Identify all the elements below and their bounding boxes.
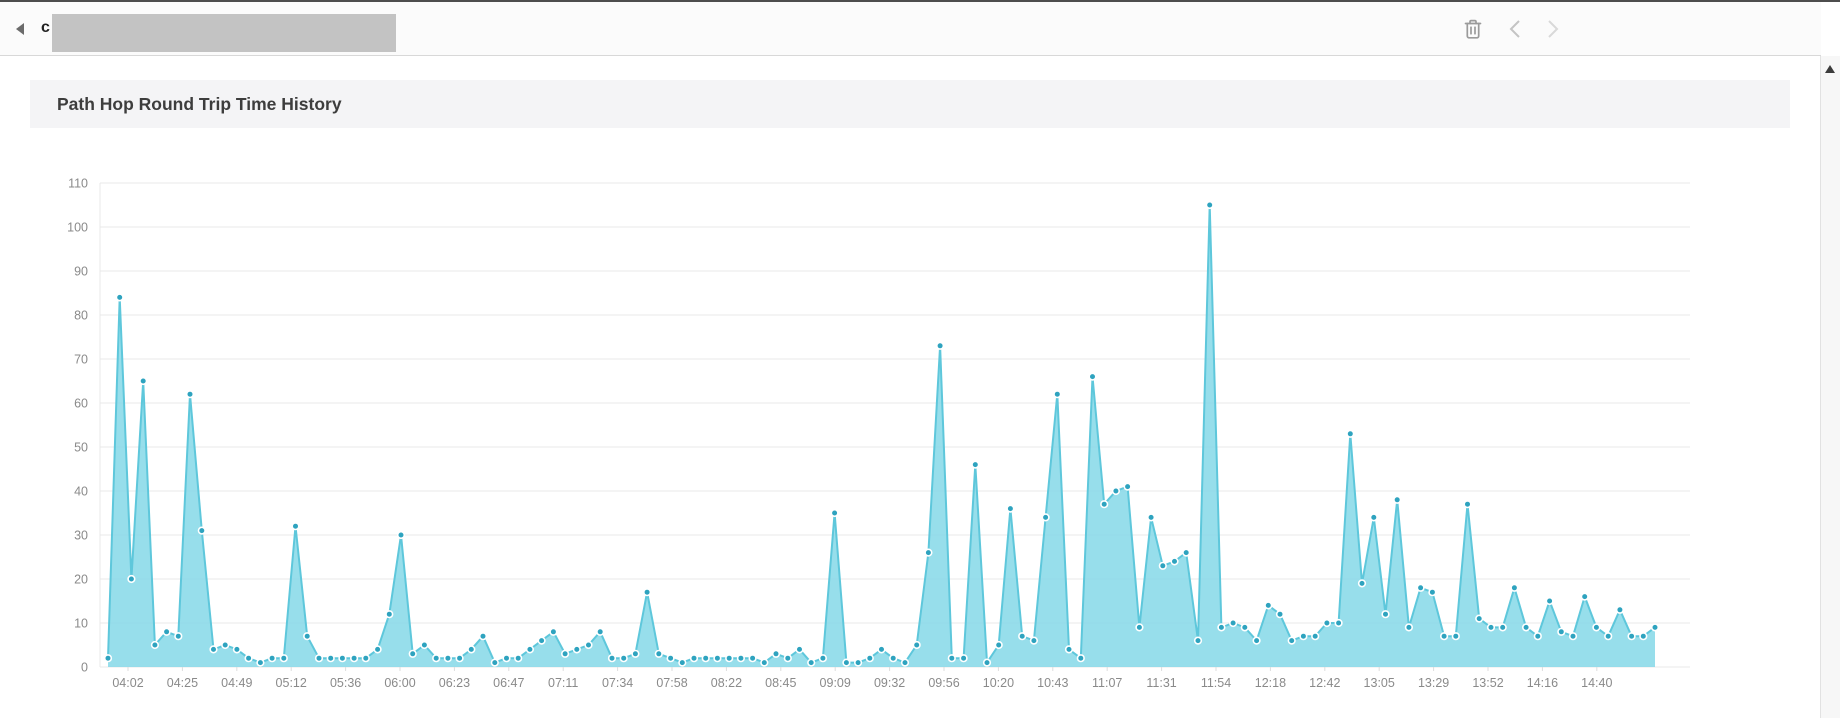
rtt-area-chart-svg: 0 10 20 30 40 50 60 70 80 90 100 110 04:02 04:25 04:49… (67, 177, 1690, 690)
svg-text:10:43: 10:43 (1037, 676, 1068, 690)
scroll-up-arrow-icon[interactable] (1825, 65, 1835, 73)
svg-text:09:56: 09:56 (928, 676, 959, 690)
chevron-right-icon (1548, 20, 1559, 38)
svg-text:40: 40 (74, 485, 88, 499)
svg-text:10:20: 10:20 (983, 676, 1014, 690)
svg-text:07:11: 07:11 (548, 676, 578, 690)
trash-icon (1464, 19, 1482, 39)
x-axis-labels: 04:02 04:25 04:49 05:12 05:36 06:00 06:23 06:47… (112, 667, 1612, 690)
point-markers (103, 200, 1660, 667)
svg-text:11:54: 11:54 (1201, 676, 1231, 690)
delete-button[interactable] (1459, 15, 1487, 43)
vertical-scrollbar[interactable] (1820, 56, 1840, 718)
svg-text:07:34: 07:34 (602, 676, 633, 690)
y-grid (99, 182, 1690, 668)
svg-text:09:32: 09:32 (874, 676, 905, 690)
svg-text:100: 100 (67, 221, 88, 235)
svg-text:06:47: 06:47 (493, 676, 524, 690)
svg-text:80: 80 (74, 309, 88, 323)
svg-text:05:36: 05:36 (330, 676, 361, 690)
svg-text:110: 110 (68, 177, 88, 191)
svg-text:0: 0 (81, 661, 88, 675)
svg-text:04:25: 04:25 (167, 676, 198, 690)
back-button[interactable] (14, 21, 30, 37)
area-series (108, 205, 1655, 667)
panel-header: Path Hop Round Trip Time History (30, 80, 1790, 128)
svg-text:10: 10 (74, 617, 88, 631)
svg-text:11:07: 11:07 (1092, 676, 1122, 690)
next-button[interactable] (1538, 15, 1566, 43)
svg-text:06:00: 06:00 (384, 676, 415, 690)
redacted-title-block (52, 14, 396, 52)
svg-text:13:05: 13:05 (1364, 676, 1395, 690)
svg-text:20: 20 (74, 573, 88, 587)
svg-text:04:49: 04:49 (221, 676, 252, 690)
rtt-history-chart: 0 10 20 30 40 50 60 70 80 90 100 110 04:02 04:25 04:49… (30, 130, 1790, 708)
svg-text:04:02: 04:02 (112, 676, 143, 690)
svg-text:50: 50 (74, 441, 88, 455)
back-arrow-icon (16, 23, 24, 35)
svg-text:60: 60 (74, 397, 88, 411)
panel-title: Path Hop Round Trip Time History (57, 94, 342, 114)
chevron-left-icon (1509, 20, 1520, 38)
svg-text:06:23: 06:23 (439, 676, 470, 690)
document-title: c (41, 19, 50, 36)
svg-text:70: 70 (74, 353, 88, 367)
svg-text:08:22: 08:22 (711, 676, 742, 690)
previous-button[interactable] (1502, 15, 1530, 43)
svg-text:13:52: 13:52 (1472, 676, 1503, 690)
svg-text:13:29: 13:29 (1418, 676, 1449, 690)
svg-text:11:31: 11:31 (1146, 676, 1176, 690)
window-top-border (0, 0, 1840, 2)
svg-text:08:45: 08:45 (765, 676, 796, 690)
svg-text:07:58: 07:58 (656, 676, 687, 690)
svg-text:30: 30 (74, 529, 88, 543)
svg-text:05:12: 05:12 (276, 676, 307, 690)
y-axis-labels: 0 10 20 30 40 50 60 70 80 90 100 110 (67, 177, 88, 675)
svg-text:12:18: 12:18 (1255, 676, 1286, 690)
toolbar: c (0, 2, 1821, 56)
svg-text:12:42: 12:42 (1309, 676, 1340, 690)
svg-text:90: 90 (74, 265, 88, 279)
svg-text:14:16: 14:16 (1527, 676, 1558, 690)
svg-text:14:40: 14:40 (1581, 676, 1612, 690)
svg-text:09:09: 09:09 (820, 676, 851, 690)
